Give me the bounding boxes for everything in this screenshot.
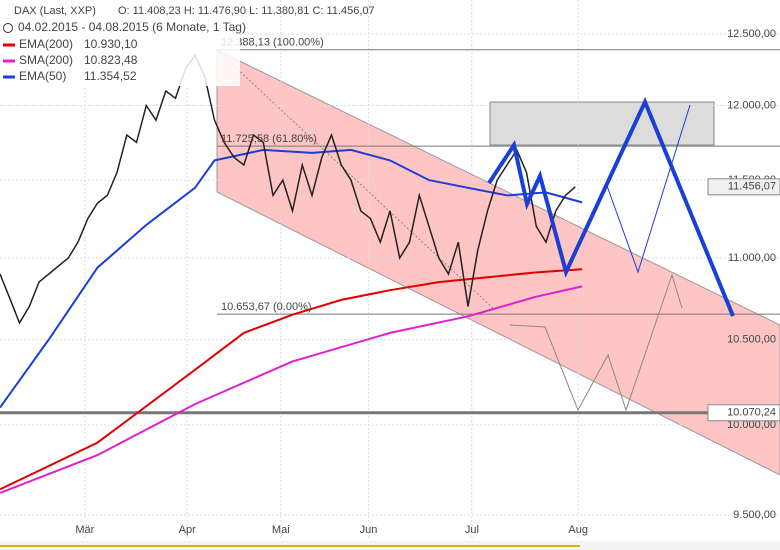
resistance-zone: [489, 101, 715, 146]
trend-channel: [216, 49, 780, 476]
x-tick-label: Jul: [465, 524, 479, 536]
y-tick-label: 11.000,00: [728, 252, 776, 264]
projections: [487, 97, 735, 412]
projection-thin: [605, 104, 691, 274]
title: DAX (Last, XXP): [14, 5, 96, 17]
projection-bold: [487, 97, 735, 317]
header-bg: [0, 0, 240, 86]
legend-name: SMA(200): [19, 53, 73, 67]
projection-gray: [509, 273, 683, 412]
indicator-line: [0, 148, 583, 409]
price-line: [0, 53, 576, 325]
fib-label: 11.725,58 (61.80%): [221, 133, 317, 145]
subtitle: 04.02.2015 - 04.08.2015 (6 Monate, 1 Tag…: [18, 20, 246, 34]
legend-value: 10.930,10: [84, 37, 138, 51]
indicator-line: [0, 285, 583, 494]
x-tick-label: Mai: [272, 524, 290, 536]
y-tick-label: 12.500,00: [727, 28, 776, 40]
background: [216, 49, 780, 476]
price-label: 11.456,07: [728, 181, 776, 193]
price-box: [707, 178, 780, 196]
indicator-line: [0, 268, 583, 491]
x-tick-label: Jun: [360, 524, 378, 536]
y-tick-label: 9.500,00: [733, 509, 776, 521]
legend-value: 10.823,48: [84, 53, 138, 67]
clock-icon: [3, 23, 13, 33]
plot: [0, 53, 583, 494]
ohlc: O: 11.408,23 H: 11.476,90 L: 11.380,81 C…: [118, 5, 375, 17]
x-tick-label: Mär: [75, 524, 94, 536]
y-tick-label: 10.500,00: [727, 333, 776, 345]
fib-label: 12.388,13 (100.00%): [221, 37, 324, 49]
support-box: [707, 404, 780, 422]
legend-value: 11.354,52: [84, 69, 137, 83]
y-tick-label: 10.000,00: [727, 419, 776, 431]
support-label: 10.070,24: [727, 407, 776, 419]
legend-name: EMA(200): [19, 37, 73, 51]
header: DAX (Last, XXP) O: 11.408,23 H: 11.476,9…: [0, 0, 375, 86]
x-tick-label: Aug: [568, 524, 588, 536]
fib-label: 10.653,67 (0.00%): [221, 301, 312, 313]
x-tick-label: Apr: [179, 524, 196, 536]
fib-diagonal: [216, 49, 496, 311]
y-tick-label: 12.000,00: [727, 99, 776, 111]
legend-name: EMA(50): [19, 69, 66, 83]
labels: 9.500,0010.000,0010.500,0011.000,0011.50…: [75, 28, 780, 536]
